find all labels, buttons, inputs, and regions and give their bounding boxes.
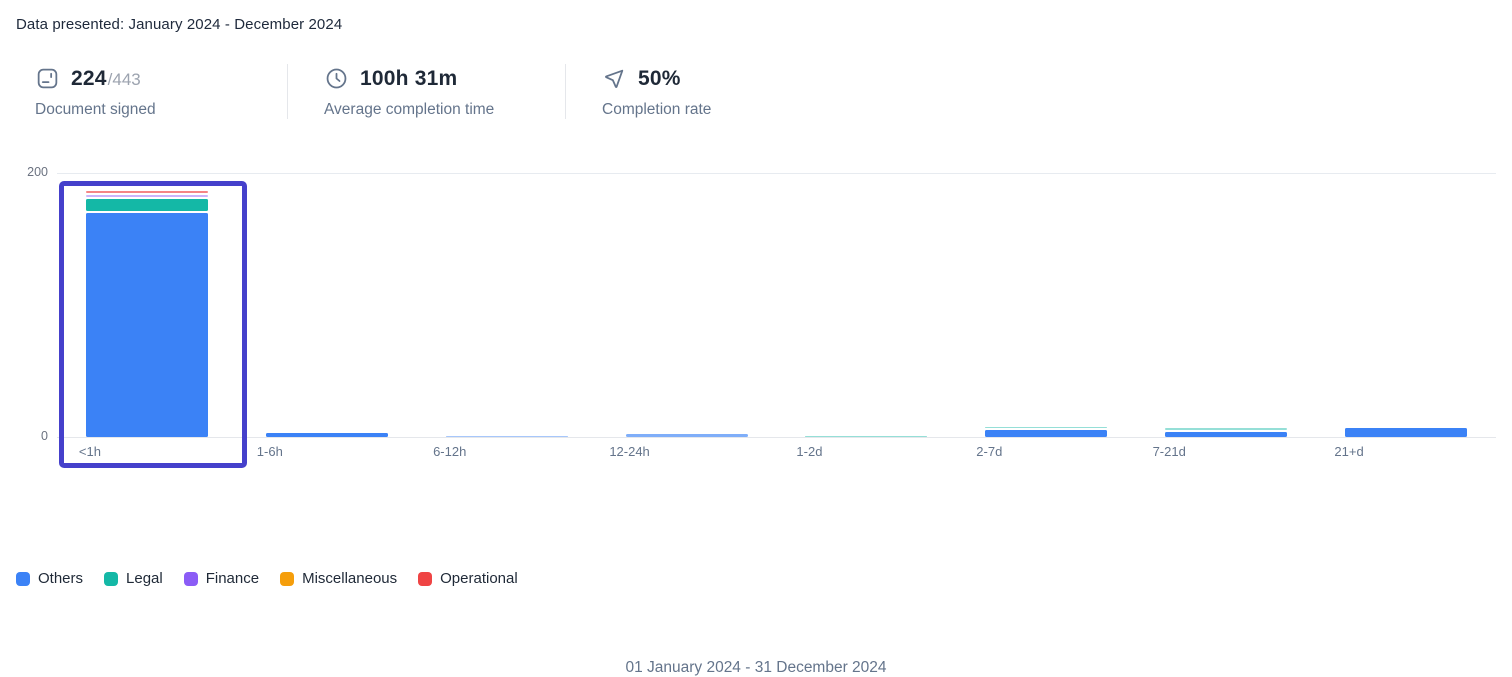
page-title: Data presented: January 2024 - December …: [16, 16, 343, 33]
stat-total-documents: /443: [107, 69, 141, 89]
stat-average-completion-time: 100h 31m Average completion time: [287, 64, 565, 119]
bar-group[interactable]: [237, 173, 417, 437]
bar-stack[interactable]: [625, 173, 748, 437]
stat-value-completion-rate: 50%: [638, 66, 681, 90]
stat-label-documents: Document signed: [35, 101, 156, 118]
bar-segment-legal[interactable]: [85, 198, 208, 211]
legend-label: Legal: [126, 570, 163, 587]
legend-label: Others: [38, 570, 84, 587]
legend-item-finance[interactable]: Finance: [183, 570, 260, 587]
stat-label-completion-time: Average completion time: [324, 101, 495, 118]
x-axis-label: 21+d: [1334, 444, 1364, 459]
stat-documents-signed: 224 /443 Document signed: [35, 64, 287, 119]
stat-value-completion-time: 100h 31m: [360, 66, 458, 90]
bar-stack[interactable]: [1345, 173, 1468, 437]
bar-segment-others[interactable]: [1165, 431, 1288, 437]
bar-segment-others[interactable]: [1345, 427, 1468, 437]
stat-value-documents: 224: [71, 66, 107, 90]
x-axis-label: <1h: [78, 444, 101, 459]
dashboard-page: Data presented: January 2024 - December …: [0, 16, 1512, 676]
clock-icon: [324, 66, 349, 91]
bar-stack[interactable]: [265, 173, 388, 437]
stats-row: 224 /443 Document signed 100h 31m Averag…: [35, 64, 817, 119]
legend-swatch-legal: [104, 571, 119, 586]
bar-group[interactable]: [597, 173, 777, 437]
bar-stack[interactable]: [805, 173, 928, 437]
bar-group[interactable]: [1316, 173, 1496, 437]
legend-item-legal[interactable]: Legal: [104, 570, 163, 587]
x-axis-label: 6-12h: [433, 444, 467, 459]
bar-segment-legal[interactable]: [805, 435, 928, 437]
bar-segment-finance[interactable]: [85, 195, 208, 197]
x-axis-label: 12-24h: [609, 444, 650, 459]
document-icon: [35, 66, 60, 91]
bar-segment-others[interactable]: [625, 434, 748, 437]
bar-group[interactable]: [777, 173, 957, 437]
legend-swatch-finance: [183, 571, 198, 586]
completion-time-chart: 0 200 01 January 2024 - 31 December 2024 …: [0, 165, 1512, 676]
legend-label: Finance: [205, 570, 260, 587]
gridline-baseline: [57, 437, 1496, 438]
bar-segment-others[interactable]: [445, 435, 568, 437]
bar-group[interactable]: [57, 173, 237, 437]
bar-segment-others[interactable]: [985, 430, 1108, 437]
legend-item-others[interactable]: Others: [16, 570, 83, 587]
stat-label-completion-rate: Completion rate: [602, 101, 712, 118]
bar-segment-legal[interactable]: [985, 427, 1108, 429]
legend-swatch-operational: [418, 571, 433, 586]
legend-swatch-others: [16, 571, 30, 586]
stat-completion-rate: 50% Completion rate: [565, 64, 817, 119]
chart-caption: 01 January 2024 - 31 December 2024: [625, 659, 887, 676]
bar-stack[interactable]: [985, 173, 1108, 437]
y-axis-label: 0: [41, 429, 48, 443]
bar-segment-legal[interactable]: [1165, 428, 1288, 430]
y-axis-label: 200: [27, 165, 48, 179]
bar-stack[interactable]: [445, 173, 568, 437]
send-icon: [602, 66, 627, 91]
bar-group[interactable]: [417, 173, 597, 437]
bar-segment-operational[interactable]: [85, 190, 208, 194]
bar-group[interactable]: [956, 173, 1136, 437]
bar-stack[interactable]: [1165, 173, 1288, 437]
chart-legend: Others Legal Finance Miscellaneous Operation…: [16, 570, 518, 587]
x-axis-label: 1-2d: [796, 444, 823, 459]
x-axis-label: 1-6h: [256, 444, 283, 459]
legend-item-miscellaneous[interactable]: Miscellaneous: [280, 570, 397, 587]
legend-label: Miscellaneous: [302, 570, 398, 587]
gridline-top: [57, 173, 1496, 174]
legend-swatch-miscellaneous: [280, 571, 295, 586]
bar-segment-others[interactable]: [85, 212, 208, 437]
bar-stack[interactable]: [85, 173, 208, 437]
x-axis-label: 2-7d: [976, 444, 1003, 459]
legend-item-operational[interactable]: Operational: [418, 570, 518, 587]
x-axis-label: 7-21d: [1152, 444, 1186, 459]
plot-area: [57, 173, 1496, 468]
legend-label: Operational: [440, 570, 518, 587]
bar-segment-others[interactable]: [265, 433, 388, 437]
bar-group[interactable]: [1136, 173, 1316, 437]
